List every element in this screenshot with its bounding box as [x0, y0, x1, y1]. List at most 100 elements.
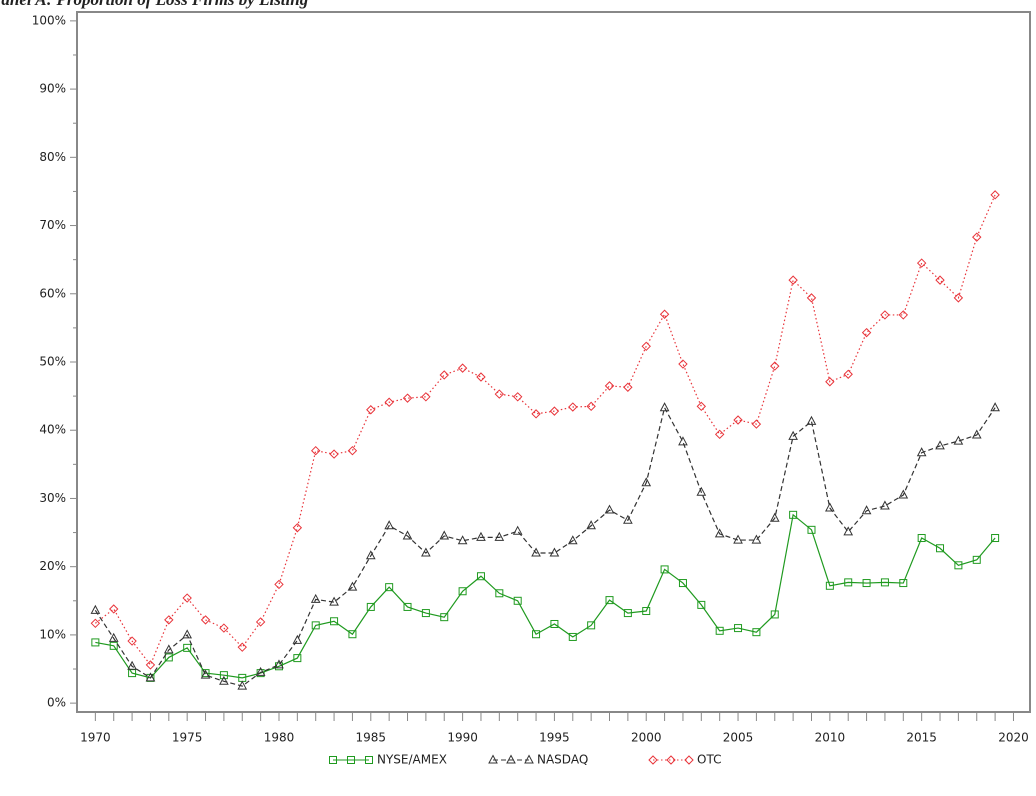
- marker: [642, 607, 651, 616]
- marker: [586, 520, 596, 530]
- marker: [770, 361, 780, 371]
- marker: [660, 565, 669, 574]
- marker: [991, 534, 1000, 543]
- marker: [696, 486, 707, 496]
- marker: [182, 593, 192, 603]
- marker: [421, 392, 431, 402]
- marker: [769, 512, 780, 522]
- marker: [366, 602, 375, 611]
- marker: [604, 381, 615, 391]
- x-tick-label: 1990: [447, 731, 478, 745]
- marker: [365, 550, 376, 560]
- marker: [494, 531, 505, 541]
- marker: [366, 405, 376, 415]
- marker: [861, 327, 872, 338]
- marker: [953, 435, 964, 445]
- marker: [587, 621, 596, 630]
- marker: [330, 617, 339, 626]
- marker: [255, 666, 266, 676]
- marker: [659, 309, 670, 319]
- x-tick-label: 2020: [998, 731, 1029, 745]
- marker: [457, 535, 468, 545]
- y-tick-label: 20%: [39, 559, 66, 573]
- x-tick-label: 1975: [172, 731, 203, 745]
- y-tick-label: 90%: [39, 82, 66, 96]
- x-tick-label: 2015: [906, 731, 937, 745]
- marker: [899, 579, 908, 588]
- marker: [549, 547, 560, 557]
- x-tick-label: 2010: [815, 731, 846, 745]
- marker: [311, 445, 321, 456]
- marker: [329, 449, 339, 459]
- marker: [641, 341, 651, 352]
- chart-title: Panel A: Proportion of Loss Firms by Lis…: [0, 0, 309, 9]
- marker: [91, 638, 100, 647]
- marker: [237, 642, 247, 652]
- x-tick-label: 1980: [264, 731, 295, 745]
- marker: [512, 525, 523, 535]
- marker: [476, 372, 486, 382]
- marker: [531, 547, 541, 557]
- marker: [714, 429, 725, 440]
- marker: [898, 489, 909, 499]
- marker: [311, 621, 320, 630]
- marker: [990, 402, 1000, 412]
- marker: [604, 504, 615, 514]
- marker: [659, 402, 670, 412]
- y-tick-label: 70%: [39, 218, 66, 232]
- y-tick-label: 10%: [39, 627, 66, 641]
- marker: [403, 602, 412, 611]
- marker: [109, 641, 118, 650]
- legend-label: NYSE/AMEX: [377, 753, 447, 767]
- marker: [402, 393, 413, 403]
- marker: [567, 535, 578, 545]
- x-tick-label: 2005: [723, 731, 754, 745]
- marker: [200, 669, 211, 679]
- marker: [990, 190, 1000, 200]
- marker: [684, 755, 694, 765]
- marker: [916, 258, 927, 268]
- marker: [733, 415, 743, 425]
- marker: [439, 370, 449, 380]
- marker: [825, 581, 834, 590]
- marker: [935, 275, 945, 285]
- marker: [843, 369, 853, 379]
- marker: [666, 755, 676, 765]
- marker: [292, 634, 303, 644]
- marker: [494, 389, 505, 399]
- marker: [219, 675, 229, 685]
- y-tick-label: 100%: [32, 13, 66, 27]
- x-tick-label: 1995: [539, 731, 570, 745]
- marker: [935, 440, 945, 450]
- marker: [550, 619, 559, 628]
- marker: [568, 632, 577, 641]
- marker: [506, 754, 516, 764]
- marker: [733, 534, 743, 544]
- marker: [182, 629, 193, 639]
- marker: [90, 618, 101, 629]
- marker: [524, 754, 534, 764]
- marker: [697, 600, 706, 609]
- x-tick-label: 1985: [356, 731, 387, 745]
- marker: [439, 530, 450, 540]
- marker: [385, 583, 394, 592]
- marker: [788, 430, 798, 440]
- marker: [917, 534, 926, 543]
- series-line: [94, 406, 996, 687]
- marker: [495, 589, 504, 598]
- marker: [476, 572, 485, 581]
- marker: [972, 555, 981, 564]
- marker: [109, 604, 119, 614]
- marker: [384, 397, 394, 407]
- marker: [789, 510, 798, 519]
- y-tick-label: 40%: [39, 423, 66, 437]
- marker: [145, 672, 156, 682]
- marker: [219, 671, 228, 680]
- marker: [163, 644, 174, 654]
- marker: [843, 526, 854, 536]
- marker: [825, 377, 835, 387]
- marker: [488, 754, 498, 764]
- legend-label: NASDAQ: [537, 753, 588, 767]
